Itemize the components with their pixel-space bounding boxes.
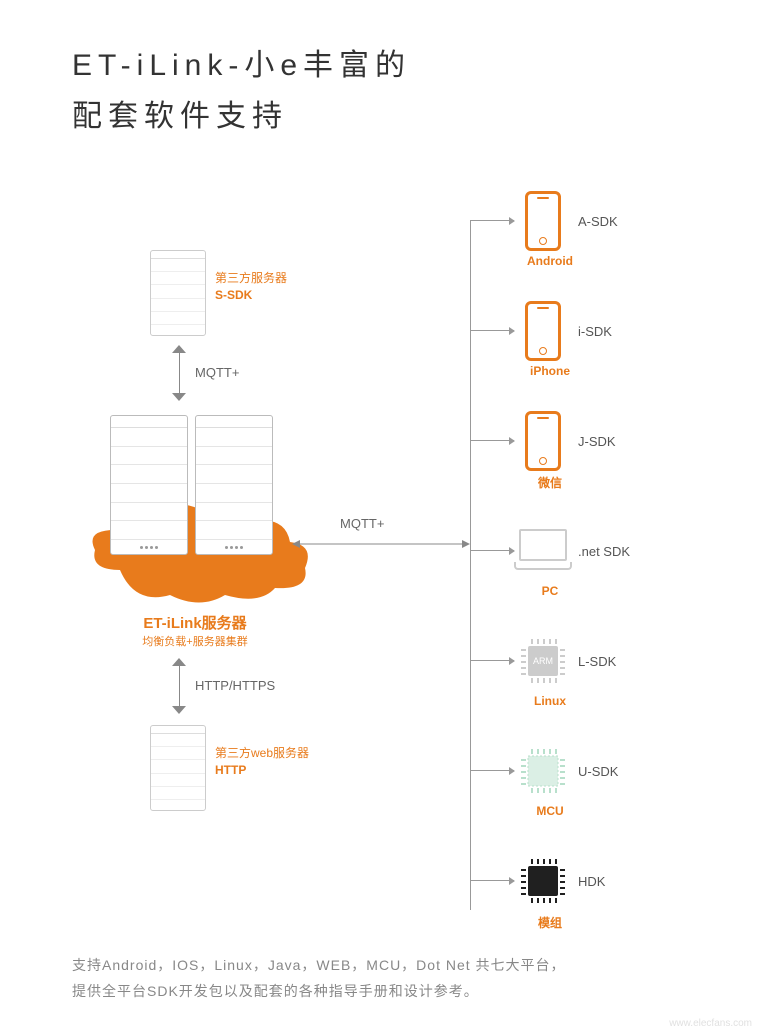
phone-icon	[520, 300, 566, 362]
client-sdk-label: J-SDK	[578, 434, 616, 449]
tps-line1: 第三方服务器	[215, 270, 287, 287]
branch-line	[470, 330, 514, 331]
arrow-down-icon	[172, 393, 186, 401]
client-caption: Linux	[520, 694, 580, 708]
client-mcu: MCUU-SDK	[520, 740, 618, 802]
http-connector	[172, 658, 186, 714]
client-iphone: iPhonei-SDK	[520, 300, 612, 362]
client-sdk-label: .net SDK	[578, 544, 630, 559]
chip_arm-icon: ARM	[520, 630, 566, 692]
client-sdk-label: HDK	[578, 874, 605, 889]
phone-icon	[520, 190, 566, 252]
title-line-2: 配套软件支持	[72, 91, 411, 142]
laptop-icon	[520, 520, 566, 582]
main-server-icon-2	[195, 415, 273, 555]
chip_dark-icon	[520, 850, 566, 912]
branch-line	[470, 660, 514, 661]
client-微信: 微信J-SDK	[520, 410, 616, 472]
watermark: www.elecfans.com	[669, 1018, 752, 1029]
branch-line	[470, 220, 514, 221]
client-模组: 模组HDK	[520, 850, 605, 912]
main-server-line1: ET-iLink服务器	[110, 612, 280, 633]
main-server-label: ET-iLink服务器 均衡负载+服务器集群	[110, 612, 280, 649]
architecture-diagram: 第三方服务器 S-SDK MQTT+ ET-iLink服务器 均衡负载+服务器集…	[0, 180, 760, 960]
client-android: AndroidA-SDK	[520, 190, 618, 252]
title-block: ET-iLink-小e丰富的 配套软件支持	[72, 40, 411, 142]
client-sdk-label: A-SDK	[578, 214, 618, 229]
tps-line2: S-SDK	[215, 287, 287, 304]
client-pc: PC.net SDK	[520, 520, 630, 582]
web-line1: 第三方web服务器	[215, 745, 309, 762]
footer-line-2: 提供全平台SDK开发包以及配套的各种指导手册和设计参考。	[72, 978, 720, 1005]
client-caption: iPhone	[520, 364, 580, 378]
client-linux: ARMLinuxL-SDK	[520, 630, 616, 692]
web-line2: HTTP	[215, 762, 309, 779]
server-icon	[150, 725, 206, 811]
phone-icon	[520, 410, 566, 472]
server-icon	[150, 250, 206, 336]
mqtt-top-label: MQTT+	[195, 365, 239, 380]
arrow-up-icon	[172, 345, 186, 353]
client-caption: PC	[520, 584, 580, 598]
footer-line-1: 支持Android，IOS，Linux，Java，WEB，MCU，Dot Net…	[72, 952, 720, 979]
client-sdk-label: i-SDK	[578, 324, 612, 339]
title-line-1: ET-iLink-小e丰富的	[72, 40, 411, 91]
footer-text: 支持Android，IOS，Linux，Java，WEB，MCU，Dot Net…	[72, 952, 720, 1005]
client-caption: Android	[520, 254, 580, 268]
client-caption: MCU	[520, 804, 580, 818]
web-server-label: 第三方web服务器 HTTP	[215, 745, 309, 779]
bus-label: MQTT+	[340, 516, 384, 531]
web-server-node	[150, 725, 206, 811]
bus-connector	[292, 536, 470, 554]
client-sdk-label: L-SDK	[578, 654, 616, 669]
main-server-icon-1	[110, 415, 188, 555]
arrow-down-icon	[172, 706, 186, 714]
svg-text:ARM: ARM	[533, 656, 553, 666]
branch-line	[470, 880, 514, 881]
http-label: HTTP/HTTPS	[195, 678, 275, 693]
double-arrow-icon	[292, 539, 470, 549]
third-party-server-node	[150, 250, 206, 336]
main-server-line2: 均衡负载+服务器集群	[110, 633, 280, 649]
branch-line	[470, 770, 514, 771]
client-bus	[470, 220, 471, 910]
client-caption: 微信	[520, 474, 580, 491]
branch-line	[470, 550, 514, 551]
chip_mcu-icon	[520, 740, 566, 802]
third-party-server-label: 第三方服务器 S-SDK	[215, 270, 287, 304]
client-sdk-label: U-SDK	[578, 764, 618, 779]
client-caption: 模组	[520, 914, 580, 931]
mqtt-top-connector	[172, 345, 186, 401]
arrow-up-icon	[172, 658, 186, 666]
branch-line	[470, 440, 514, 441]
